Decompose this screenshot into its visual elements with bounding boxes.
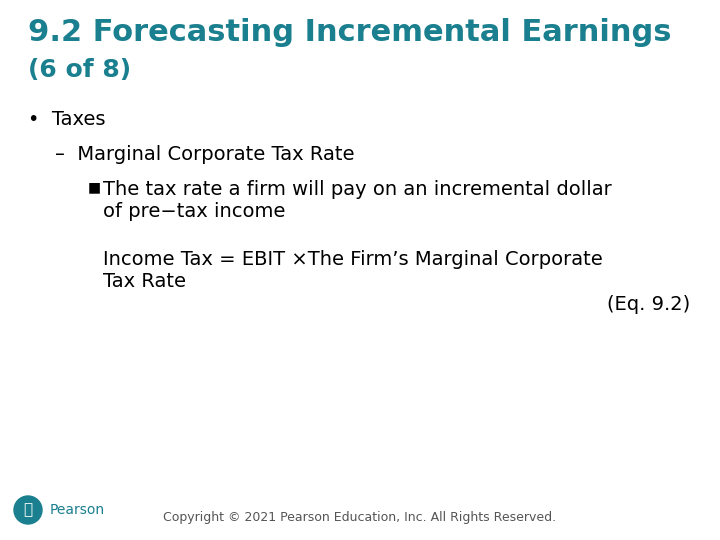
- Text: (Eq. 9.2): (Eq. 9.2): [607, 295, 690, 314]
- Text: Tax Rate: Tax Rate: [103, 272, 186, 291]
- Text: Ⓟ: Ⓟ: [24, 503, 32, 517]
- Circle shape: [14, 496, 42, 524]
- Text: of pre−tax income: of pre−tax income: [103, 202, 285, 221]
- Text: 9.2 Forecasting Incremental Earnings: 9.2 Forecasting Incremental Earnings: [28, 18, 672, 47]
- Text: –  Marginal Corporate Tax Rate: – Marginal Corporate Tax Rate: [55, 145, 354, 164]
- Text: The tax rate a firm will pay on an incremental dollar: The tax rate a firm will pay on an incre…: [103, 180, 612, 199]
- Text: Income Tax = EBIT ×The Firm’s Marginal Corporate: Income Tax = EBIT ×The Firm’s Marginal C…: [103, 250, 603, 269]
- Text: (6 of 8): (6 of 8): [28, 58, 131, 82]
- Text: •  Taxes: • Taxes: [28, 110, 106, 129]
- Text: ■: ■: [88, 180, 101, 194]
- Text: Pearson: Pearson: [50, 503, 105, 517]
- Text: Copyright © 2021 Pearson Education, Inc. All Rights Reserved.: Copyright © 2021 Pearson Education, Inc.…: [163, 511, 557, 524]
